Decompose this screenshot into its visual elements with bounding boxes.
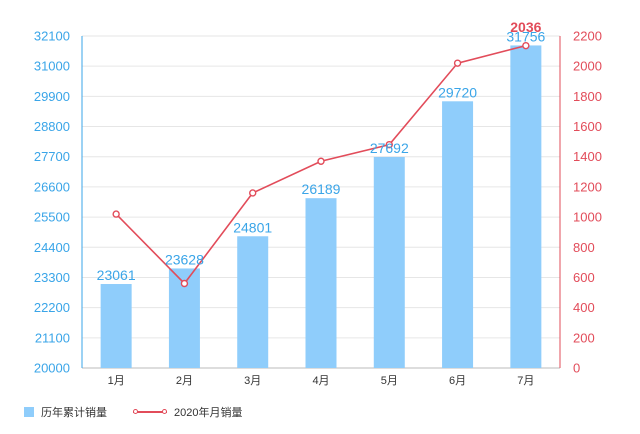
left-tick-label: 24400 xyxy=(34,240,70,255)
bar-value-label: 24801 xyxy=(233,219,272,235)
right-tick-label: 400 xyxy=(573,300,595,315)
right-tick-label: 1000 xyxy=(573,210,602,225)
left-tick-label: 21100 xyxy=(35,330,70,345)
line-point xyxy=(453,59,462,67)
bar xyxy=(305,198,337,368)
x-tick-label: 6月 xyxy=(449,375,466,387)
highlight-value-label: 2036 xyxy=(510,19,541,35)
x-tick-label: 5月 xyxy=(381,375,398,387)
left-tick-label: 27700 xyxy=(34,149,70,164)
bar xyxy=(237,236,269,368)
left-tick-label: 26600 xyxy=(34,179,70,194)
x-tick-label: 7月 xyxy=(517,375,534,387)
right-tick-label: 1600 xyxy=(573,119,602,134)
line-layer xyxy=(112,41,530,288)
left-tick-label: 31000 xyxy=(34,59,70,74)
combo-chart: 2000021100222002330024400255002660027700… xyxy=(34,19,602,388)
right-tick-label: 1800 xyxy=(573,89,602,104)
line-point xyxy=(522,41,530,50)
bar-value-label: 31756 xyxy=(506,28,545,44)
left-tick-label: 22200 xyxy=(34,300,70,315)
line-point xyxy=(180,279,189,288)
line-point xyxy=(112,210,120,218)
x-tick-label: 4月 xyxy=(312,375,329,387)
left-tick-label: 25500 xyxy=(34,210,70,225)
right-tick-label: 600 xyxy=(573,270,595,285)
left-tick-label: 20000 xyxy=(34,361,70,376)
x-tick-label: 3月 xyxy=(244,375,261,387)
right-tick-label: 1200 xyxy=(573,179,602,194)
bar-layer xyxy=(100,45,542,368)
legend-line-label: 2020年月销量 xyxy=(174,407,243,419)
left-tick-label: 29900 xyxy=(34,89,70,104)
right-tick-label: 2000 xyxy=(573,59,602,74)
x-tick-label: 2月 xyxy=(176,375,193,387)
legend-item-line: 2020年月销量 xyxy=(133,404,242,420)
bar-value-label: 23628 xyxy=(165,251,204,267)
bar xyxy=(100,284,132,368)
bar-value-label: 26189 xyxy=(302,181,341,197)
axis-layer: 2000021100222002330024400255002660027700… xyxy=(34,29,602,388)
legend-bar-label: 历年累计销量 xyxy=(41,407,107,419)
left-tick-label: 23300 xyxy=(34,270,70,285)
bar-value-label: 27692 xyxy=(370,140,409,156)
legend-item-bar: 历年累计销量 xyxy=(24,404,107,420)
line-point xyxy=(249,189,257,197)
bar-swatch-icon xyxy=(24,407,34,417)
right-tick-label: 0 xyxy=(573,361,580,376)
left-tick-label: 32100 xyxy=(34,29,70,44)
line-swatch-icon xyxy=(133,407,167,417)
x-tick-label: 1月 xyxy=(108,375,125,387)
line-point xyxy=(385,140,393,149)
left-tick-label: 28800 xyxy=(34,119,70,134)
right-tick-label: 800 xyxy=(573,240,595,255)
right-tick-label: 1400 xyxy=(573,149,602,164)
bar-value-label: 23061 xyxy=(97,267,136,283)
bar xyxy=(442,101,474,368)
bar xyxy=(373,156,405,368)
right-tick-label: 200 xyxy=(573,330,595,345)
bar xyxy=(510,45,542,368)
line-point xyxy=(317,157,325,165)
right-tick-label: 2200 xyxy=(573,29,602,44)
bar-value-label: 29720 xyxy=(438,84,477,100)
legend: 历年累计销量 2020年月销量 xyxy=(24,404,242,420)
